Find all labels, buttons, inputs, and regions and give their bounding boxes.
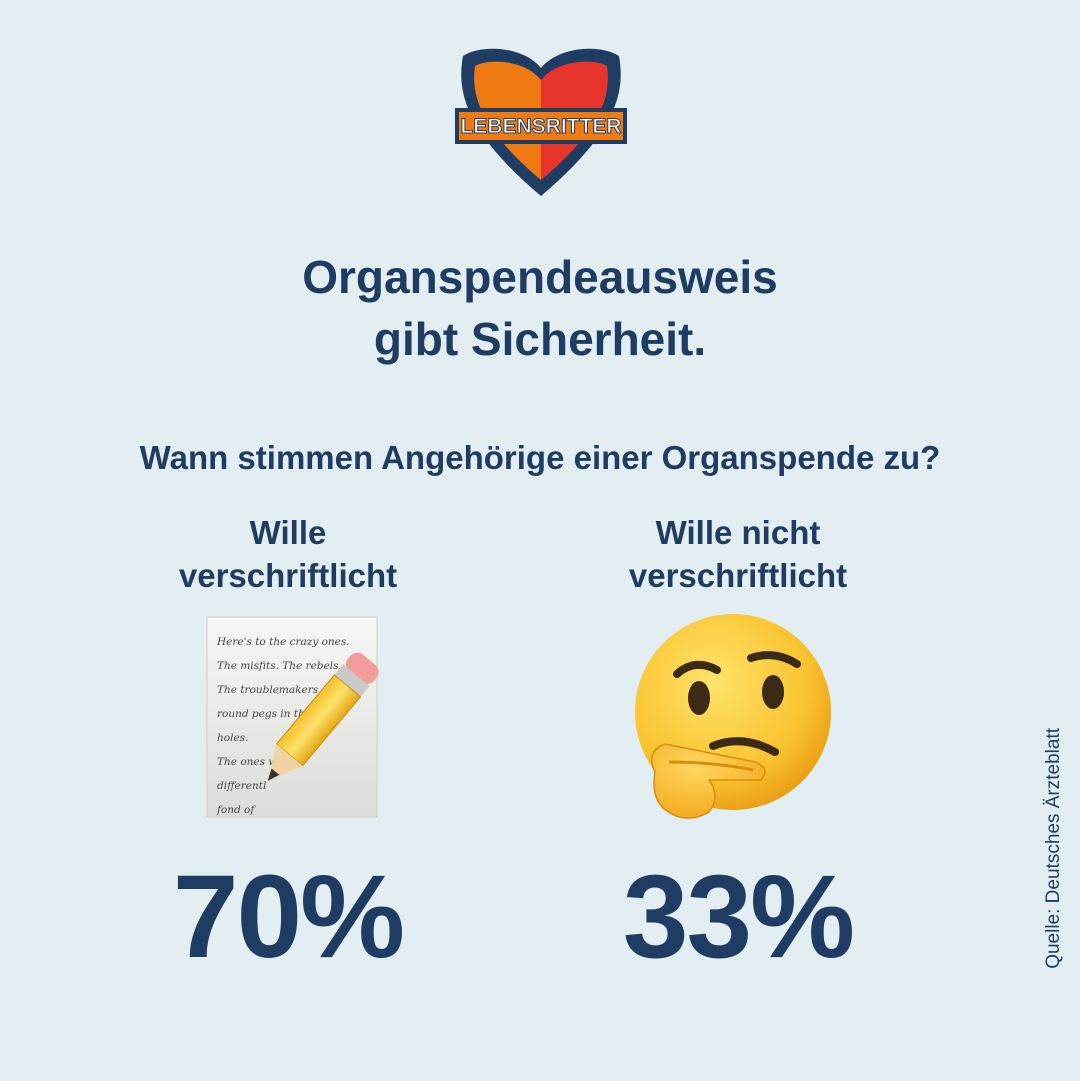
column-label-right-line-2: verschriftlicht xyxy=(628,557,848,594)
heart-shield-icon: LEBENSRITTER xyxy=(455,48,627,197)
question-heading: Wann stimmen Angehörige einer Organspend… xyxy=(139,439,941,476)
lebensritter-logo: LEBENSRITTER xyxy=(453,40,629,200)
title-line-1: Organspendeausweis xyxy=(302,251,778,303)
memo-line-6: The ones wh xyxy=(217,756,284,768)
memo-line-5: holes. xyxy=(217,732,248,744)
column-label-left: Wille verschriftlicht xyxy=(88,511,488,597)
memo-line-7: differentl xyxy=(217,780,266,792)
title-line-2: gibt Sicherheit. xyxy=(373,313,707,365)
memo-line-2: The misfits. The rebels. xyxy=(217,660,342,672)
page-title: Organspendeausweis gibt Sicherheit. xyxy=(0,246,1080,370)
thinking-face-icon xyxy=(625,612,840,827)
percent-left: 70% xyxy=(172,851,405,983)
memo-line-1: Here's to the crazy ones. xyxy=(216,636,350,648)
memo-line-8: fond of xyxy=(216,804,256,816)
memo-pencil-icon: Here's to the crazy ones. The misfits. T… xyxy=(205,615,395,820)
memo-line-4: round pegs in the xyxy=(217,708,311,720)
percent-right: 33% xyxy=(622,851,855,983)
logo-text: LEBENSRITTER xyxy=(460,115,621,138)
column-label-right: Wille nicht verschriftlicht xyxy=(538,511,938,597)
source-credit: Quelle: Deutsches Ärzteblatt xyxy=(1043,728,1064,969)
column-label-left-line-2: verschriftlicht xyxy=(178,557,398,594)
column-label-left-line-1: Wille xyxy=(249,514,327,551)
column-label-right-line-1: Wille nicht xyxy=(655,514,821,551)
memo-line-3: The troublemakers. The xyxy=(217,684,345,696)
